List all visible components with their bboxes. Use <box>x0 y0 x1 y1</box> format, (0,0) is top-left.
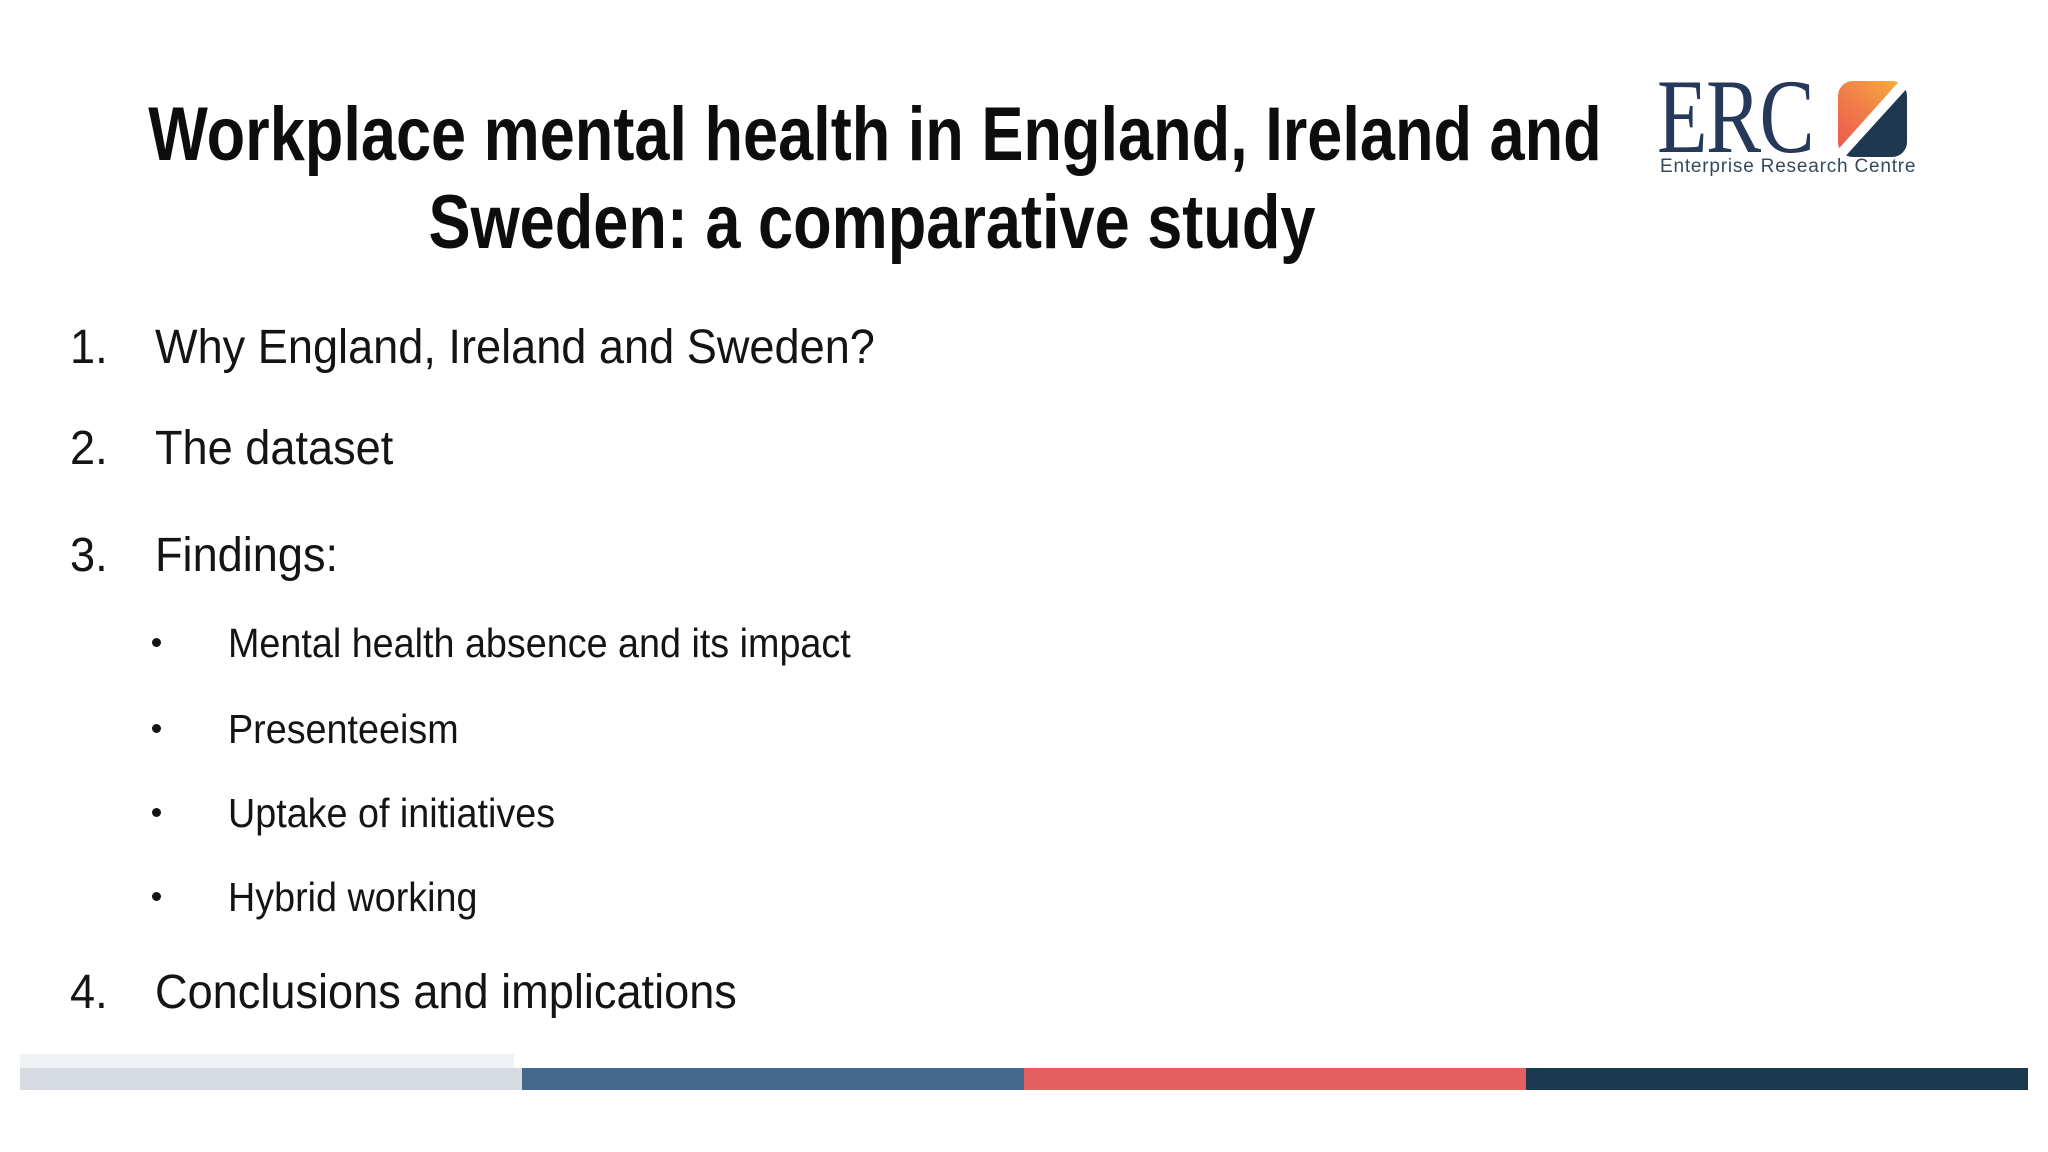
agenda-item-3: Findings: <box>155 529 339 582</box>
agenda-item-4: Conclusions and implications <box>155 966 737 1019</box>
erc-logo-subtitle: Enterprise Research Centre <box>1660 156 1917 177</box>
bullet-dot <box>152 724 161 733</box>
findings-bullet-3: Uptake of initiatives <box>228 790 556 836</box>
agenda-number-4: 4. <box>70 966 108 1019</box>
slide-title: Workplace mental health in England, Irel… <box>0 91 1744 267</box>
bullet-dot <box>152 638 161 647</box>
footer-segment-navy <box>1526 1068 2028 1090</box>
footer-segment-coral <box>1024 1068 1526 1090</box>
erc-logotype: ERC <box>1657 58 1815 175</box>
findings-bullet-1: Mental health absence and its impact <box>228 620 851 666</box>
agenda-item-2: The dataset <box>155 422 394 475</box>
erc-logo-icon <box>1838 81 1907 157</box>
agenda-item-1: Why England, Ireland and Sweden? <box>155 321 875 374</box>
title-line-1: Workplace mental health in England, Irel… <box>148 92 1602 177</box>
agenda-number-2: 2. <box>70 422 108 475</box>
agenda-number-3: 3. <box>70 529 108 582</box>
footer-segment-gray <box>20 1068 522 1090</box>
bullet-dot <box>152 808 161 817</box>
findings-bullet-4: Hybrid working <box>228 874 478 920</box>
footer-segment-steel-blue <box>522 1068 1024 1090</box>
bullet-dot <box>152 892 161 901</box>
agenda-number-1: 1. <box>70 321 108 374</box>
findings-bullet-2: Presenteeism <box>228 706 459 752</box>
title-line-2: Sweden: a comparative study <box>428 180 1316 265</box>
footer-highlight-strip <box>20 1054 514 1068</box>
